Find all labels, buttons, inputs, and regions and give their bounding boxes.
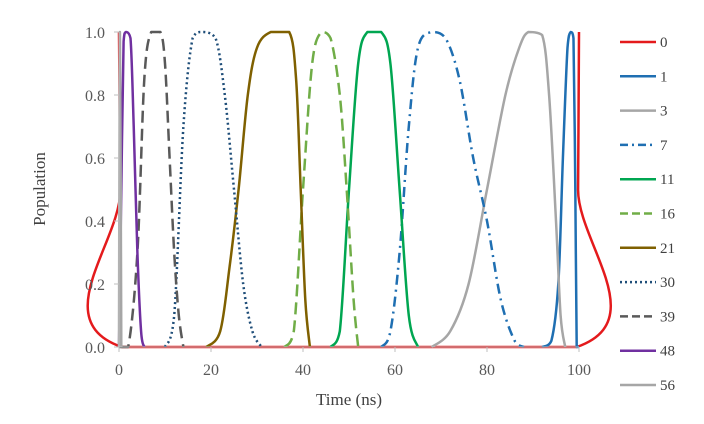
- y-tick-label: 1.0: [85, 25, 105, 42]
- axes: [118, 32, 579, 348]
- y-tick-label: 0.2: [85, 277, 105, 294]
- legend-label-11: 11: [660, 172, 674, 188]
- x-tick-labels: 0 20 40 60 80 100: [115, 347, 591, 379]
- legend-label-3: 3: [660, 104, 668, 120]
- series-line-21: [205, 30, 312, 348]
- x-tick-label: 60: [387, 362, 403, 379]
- series-line-1: [541, 30, 579, 349]
- x-tick-label: 40: [295, 362, 311, 379]
- legend-label-1: 1: [660, 69, 668, 85]
- legend-label-16: 16: [660, 207, 676, 223]
- y-tick-label: 0.0: [85, 340, 105, 357]
- series-line-11: [329, 30, 420, 348]
- legend-label-30: 30: [660, 275, 675, 291]
- legend-label-56: 56: [660, 378, 676, 394]
- legend: 0 1 3 7 11 16 21 30 39 48 56: [620, 35, 676, 394]
- y-axis-title: Population: [30, 152, 49, 226]
- y-tick-label: 0.4: [85, 214, 105, 231]
- y-tick-label: 0.8: [85, 88, 105, 105]
- series-line-7: [380, 30, 525, 349]
- legend-label-7: 7: [660, 138, 668, 154]
- plot-area: [86, 30, 612, 349]
- y-tick-label: 0.6: [85, 151, 105, 168]
- legend-label-0: 0: [660, 35, 668, 51]
- x-axis-title: Time (ns): [316, 390, 382, 409]
- x-tick-label: 80: [479, 362, 495, 379]
- legend-label-39: 39: [660, 309, 675, 325]
- x-tick-label: 100: [567, 362, 591, 379]
- series-line-30: [163, 30, 263, 348]
- y-tick-labels: 0.0 0.2 0.4 0.6 0.8 1.0: [85, 25, 119, 357]
- x-tick-label: 0: [115, 362, 123, 379]
- legend-label-48: 48: [660, 344, 675, 360]
- series-line-39: [118, 30, 185, 349]
- x-tick-label: 20: [203, 362, 219, 379]
- legend-label-21: 21: [660, 241, 675, 257]
- series-line-3: [430, 30, 567, 349]
